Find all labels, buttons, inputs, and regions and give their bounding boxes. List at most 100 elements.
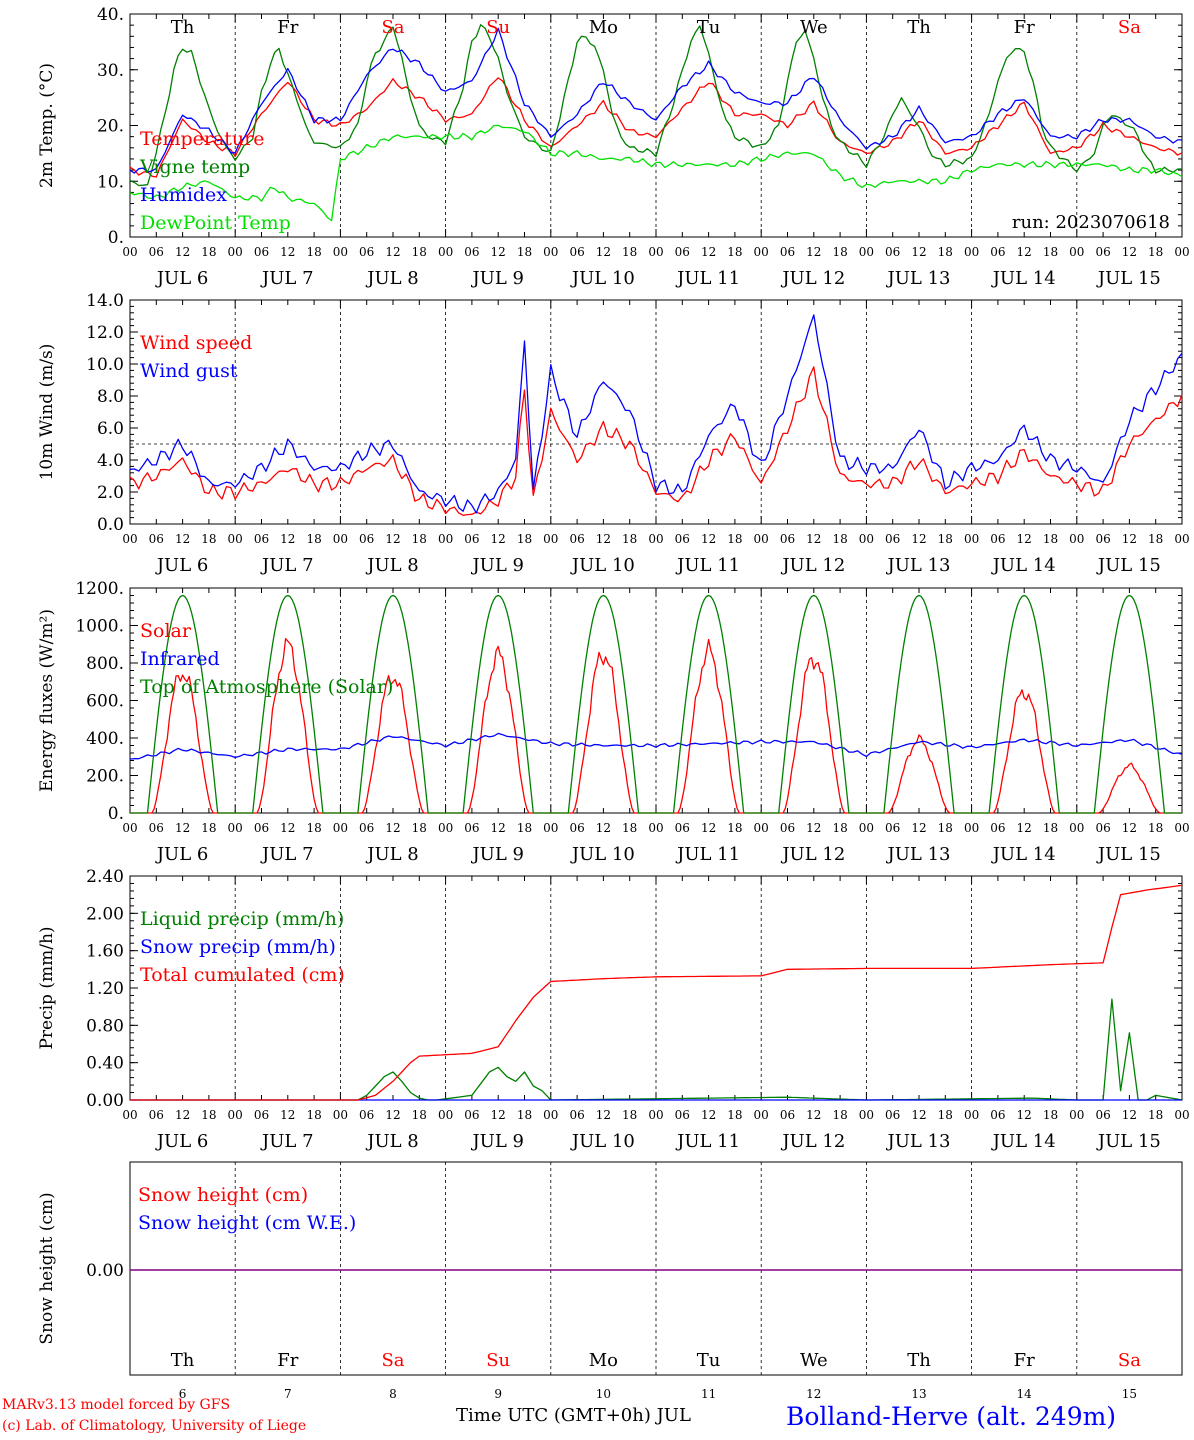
hour-tick-label: 12	[1017, 245, 1032, 259]
hour-tick-label: 00	[859, 245, 874, 259]
y-tick-label: 2.0	[97, 483, 124, 503]
weekday-label: Tu	[697, 17, 721, 38]
weekday-label: We	[800, 1350, 828, 1371]
y-tick-label: 0.80	[86, 1016, 124, 1036]
weekday-label: Th	[907, 1350, 931, 1371]
station-name: Bolland-Herve (alt. 249m)	[786, 1402, 1117, 1431]
y-axis-label: Energy fluxes (W/m²)	[37, 609, 57, 792]
day-label: JUL 14	[991, 1131, 1056, 1152]
weekday-label: Fr	[1014, 17, 1035, 38]
legend-entry: Snow height (cm)	[138, 1184, 308, 1206]
day-label: JUL 15	[1096, 555, 1161, 576]
hour-tick-label: 12	[280, 245, 295, 259]
day-number: 8	[389, 1387, 397, 1401]
hour-tick-label: 00	[1069, 532, 1084, 546]
weekday-label: Tu	[697, 1350, 721, 1371]
legend-entry: Snow height (cm W.E.)	[138, 1212, 356, 1234]
hour-tick-label: 18	[306, 245, 321, 259]
hour-tick-label: 18	[938, 821, 953, 835]
hour-tick-label: 06	[885, 532, 900, 546]
hour-tick-label: 06	[569, 821, 584, 835]
hour-tick-label: 18	[1043, 532, 1058, 546]
hour-tick-label: 00	[1174, 532, 1189, 546]
hour-tick-label: 18	[622, 245, 637, 259]
hour-tick-label: 12	[1122, 1108, 1137, 1122]
panel-frame	[129, 13, 1183, 238]
weekday-label: Su	[486, 1350, 510, 1371]
hour-tick-label: 18	[1043, 821, 1058, 835]
y-axis-label: 2m Temp. (°C)	[37, 63, 57, 188]
y-tick-label: 10.0	[86, 355, 124, 375]
hour-tick-label: 00	[228, 532, 243, 546]
hour-tick-label: 06	[149, 821, 164, 835]
hour-tick-label: 18	[727, 532, 742, 546]
hour-tick-label: 12	[175, 245, 190, 259]
weekday-label: Su	[486, 17, 510, 38]
day-label: JUL 7	[260, 268, 314, 289]
hour-tick-label: 12	[491, 821, 506, 835]
hour-tick-label: 06	[359, 821, 374, 835]
legend-entry: Vigne temp	[139, 156, 250, 178]
hour-tick-label: 06	[359, 245, 374, 259]
hour-tick-label: 18	[622, 1108, 637, 1122]
hour-tick-label: 12	[806, 1108, 821, 1122]
hour-tick-label: 12	[911, 821, 926, 835]
hour-tick-label: 18	[412, 245, 427, 259]
legend-entry: DewPoint Temp	[140, 212, 291, 234]
day-label: JUL 11	[675, 1131, 740, 1152]
series-vigne-temp	[129, 24, 1182, 187]
weekday-label: Mo	[589, 17, 618, 38]
hour-tick-label: 06	[1095, 532, 1110, 546]
hour-tick-label: 12	[596, 245, 611, 259]
hour-tick-label: 06	[885, 821, 900, 835]
hour-tick-label: 06	[990, 245, 1005, 259]
hour-tick-label: 00	[754, 245, 769, 259]
legend-entry: Infrared	[140, 648, 220, 670]
hour-tick-label: 18	[412, 1108, 427, 1122]
y-tick-label: 1.60	[86, 942, 124, 962]
hour-tick-label: 00	[648, 532, 663, 546]
legend-entry: Wind gust	[140, 360, 238, 382]
y-tick-label: 6.0	[97, 419, 124, 439]
hour-tick-label: 12	[175, 821, 190, 835]
day-label: JUL 13	[886, 844, 951, 865]
hour-tick-label: 00	[648, 1108, 663, 1122]
day-label: JUL 11	[675, 268, 740, 289]
weekday-label: Th	[171, 17, 195, 38]
hour-tick-label: 12	[175, 532, 190, 546]
hour-tick-label: 00	[438, 532, 453, 546]
day-label: JUL 9	[470, 268, 524, 289]
day-label: JUL 12	[780, 844, 845, 865]
hour-tick-label: 06	[149, 532, 164, 546]
hour-tick-label: 18	[517, 245, 532, 259]
hour-tick-label: 12	[1017, 532, 1032, 546]
hour-tick-label: 06	[780, 532, 795, 546]
hour-tick-label: 00	[964, 532, 979, 546]
y-tick-label: 2.00	[86, 904, 124, 924]
hour-tick-label: 06	[885, 1108, 900, 1122]
hour-tick-label: 18	[1043, 1108, 1058, 1122]
hour-tick-label: 06	[780, 1108, 795, 1122]
hour-tick-label: 06	[149, 1108, 164, 1122]
hour-tick-label: 00	[543, 821, 558, 835]
hour-tick-label: 00	[754, 532, 769, 546]
hour-tick-label: 00	[648, 245, 663, 259]
hour-tick-label: 12	[385, 532, 400, 546]
hour-tick-label: 06	[359, 532, 374, 546]
day-number: 10	[596, 1387, 611, 1401]
series-total-cumulated-cm-	[130, 884, 1183, 1101]
hour-tick-label: 12	[491, 245, 506, 259]
weekday-label: Fr	[1014, 1350, 1035, 1371]
day-number: 11	[701, 1387, 716, 1401]
day-label: JUL 9	[470, 1131, 524, 1152]
hour-tick-label: 12	[596, 821, 611, 835]
hour-tick-label: 00	[333, 1108, 348, 1122]
day-label: JUL 13	[886, 555, 951, 576]
hour-tick-label: 18	[201, 1108, 216, 1122]
hour-tick-label: 12	[1122, 532, 1137, 546]
y-tick-label: 8.0	[97, 387, 124, 407]
run-label: run: 2023070618	[1012, 212, 1170, 233]
day-label: JUL 14	[991, 844, 1056, 865]
y-tick-label: 4.0	[97, 451, 124, 471]
